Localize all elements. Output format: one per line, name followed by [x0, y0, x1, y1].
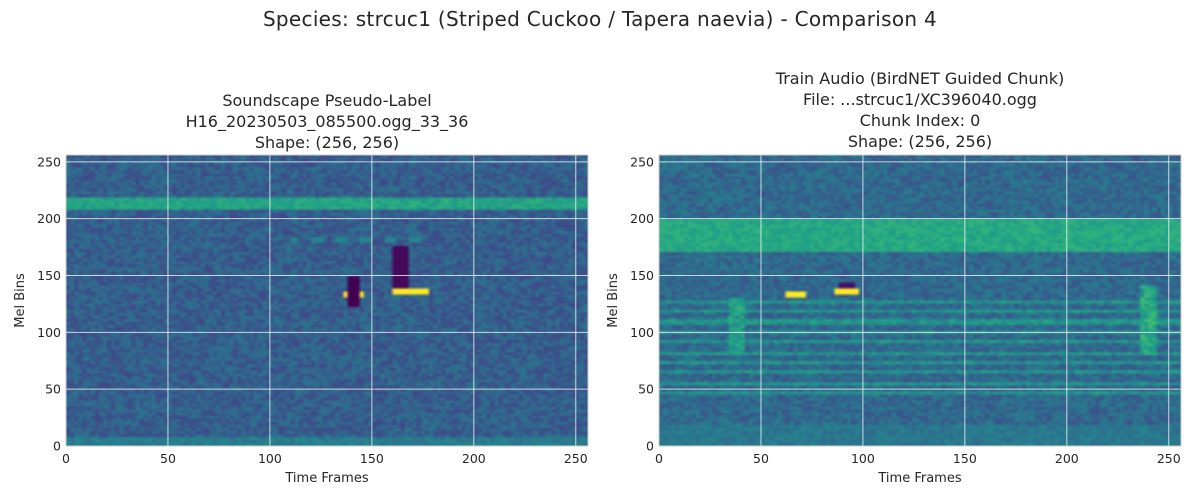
y-tick-label: 150 [630, 268, 654, 283]
x-tick-label: 100 [851, 451, 875, 466]
x-tick-label: 200 [1055, 451, 1079, 466]
right-panel-title: Train Audio (BirdNET Guided Chunk) File:… [659, 68, 1181, 152]
x-axis-label: Time Frames [284, 471, 368, 486]
right-title-line-2: File: ...strcuc1/XC396040.ogg [803, 90, 1037, 109]
y-tick-label: 0 [646, 439, 654, 454]
x-tick-label: 50 [753, 451, 769, 466]
heatmap-panel-0: 0 50 100 150 200 250 0 50 100 150 200 250 Time Frame… [13, 154, 589, 486]
plot-frame [658, 154, 1182, 447]
x-tick-label: 0 [655, 451, 663, 466]
y-axis-label: Mel Bins [606, 273, 621, 328]
y-tick-label: 250 [37, 154, 61, 169]
y-tick-label: 150 [37, 268, 61, 283]
left-title-line-2: H16_20230503_085500.ogg_33_36 [185, 112, 469, 131]
x-tick-label: 200 [462, 451, 486, 466]
heatmap-panel-1: 0 50 100 150 200 250 0 50 100 150 200 250 Time Frame… [606, 154, 1182, 486]
left-title-line-3: Shape: (256, 256) [254, 133, 400, 152]
x-tick-label: 250 [564, 451, 588, 466]
y-tick-label: 50 [45, 382, 61, 397]
right-title-line-3: Chunk Index: 0 [859, 111, 981, 130]
spectrogram-image [66, 155, 588, 446]
left-panel-title: Soundscape Pseudo-Label H16_20230503_085… [66, 90, 588, 153]
x-axis-label: Time Frames [877, 471, 961, 486]
y-tick-label: 200 [37, 211, 61, 226]
y-tick-label: 200 [630, 211, 654, 226]
x-tick-label: 150 [360, 451, 384, 466]
figure-suptitle: Species: strcuc1 (Striped Cuckoo / Taper… [262, 7, 938, 31]
y-tick-label: 50 [638, 382, 654, 397]
right-title-line-1: Train Audio (BirdNET Guided Chunk) [775, 69, 1065, 88]
x-tick-label: 150 [953, 451, 977, 466]
y-tick-label: 100 [37, 325, 61, 340]
plot-frame [65, 154, 589, 447]
y-axis-label: Mel Bins [13, 273, 28, 328]
x-tick-label: 0 [62, 451, 70, 466]
right-title-line-4: Shape: (256, 256) [847, 132, 993, 151]
y-tick-label: 250 [630, 154, 654, 169]
y-tick-label: 100 [630, 325, 654, 340]
x-tick-label: 100 [258, 451, 282, 466]
y-tick-label: 0 [53, 439, 61, 454]
left-title-line-1: Soundscape Pseudo-Label [222, 91, 432, 110]
x-tick-label: 50 [160, 451, 176, 466]
spectrogram-image [659, 155, 1181, 446]
x-tick-label: 250 [1157, 451, 1181, 466]
